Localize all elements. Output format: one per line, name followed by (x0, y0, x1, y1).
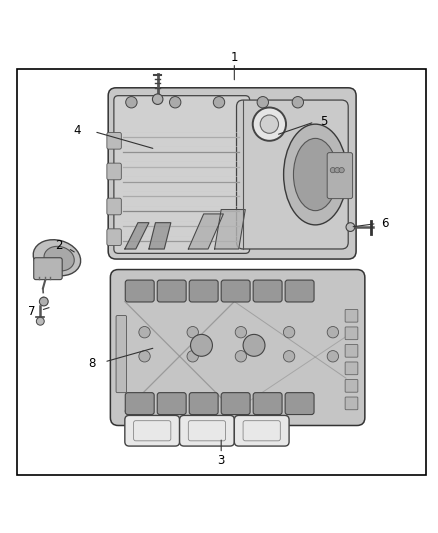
FancyBboxPatch shape (180, 415, 234, 446)
FancyBboxPatch shape (221, 393, 250, 415)
FancyBboxPatch shape (345, 397, 358, 410)
Circle shape (330, 167, 336, 173)
Polygon shape (188, 214, 223, 249)
Ellipse shape (44, 246, 74, 271)
FancyBboxPatch shape (345, 310, 358, 322)
Circle shape (39, 297, 48, 306)
Text: 5: 5 (321, 115, 328, 127)
FancyBboxPatch shape (107, 198, 121, 215)
FancyBboxPatch shape (108, 88, 356, 259)
FancyBboxPatch shape (221, 280, 250, 302)
FancyBboxPatch shape (107, 133, 121, 149)
FancyBboxPatch shape (157, 393, 186, 415)
Circle shape (346, 223, 355, 231)
Text: 1: 1 (230, 51, 238, 63)
Circle shape (170, 96, 181, 108)
FancyBboxPatch shape (345, 379, 358, 392)
Circle shape (235, 351, 247, 362)
Circle shape (257, 96, 268, 108)
Circle shape (253, 108, 286, 141)
FancyBboxPatch shape (234, 415, 289, 446)
Circle shape (187, 327, 198, 338)
Polygon shape (125, 223, 149, 249)
Circle shape (339, 167, 344, 173)
FancyBboxPatch shape (125, 415, 180, 446)
Text: 3: 3 (218, 454, 225, 466)
FancyBboxPatch shape (253, 280, 282, 302)
Polygon shape (149, 223, 171, 249)
Ellipse shape (284, 124, 347, 225)
Text: 4: 4 (73, 124, 81, 137)
Circle shape (139, 327, 150, 338)
FancyBboxPatch shape (110, 270, 365, 425)
Text: 7: 7 (28, 305, 35, 318)
Circle shape (235, 327, 247, 338)
Text: 6: 6 (381, 217, 389, 230)
Circle shape (292, 96, 304, 108)
FancyBboxPatch shape (189, 280, 218, 302)
Circle shape (260, 115, 279, 133)
Circle shape (139, 351, 150, 362)
FancyBboxPatch shape (34, 258, 62, 280)
FancyBboxPatch shape (116, 316, 127, 393)
FancyBboxPatch shape (189, 393, 218, 415)
FancyBboxPatch shape (107, 229, 121, 246)
FancyBboxPatch shape (107, 163, 121, 180)
Circle shape (36, 317, 44, 325)
Circle shape (152, 94, 163, 104)
FancyBboxPatch shape (345, 362, 358, 375)
Circle shape (327, 327, 339, 338)
Circle shape (335, 167, 340, 173)
Circle shape (243, 334, 265, 356)
FancyBboxPatch shape (327, 152, 353, 199)
FancyBboxPatch shape (285, 280, 314, 302)
FancyBboxPatch shape (237, 100, 348, 249)
FancyBboxPatch shape (157, 280, 186, 302)
FancyBboxPatch shape (345, 344, 358, 357)
Circle shape (213, 96, 225, 108)
FancyBboxPatch shape (125, 280, 154, 302)
Circle shape (283, 351, 295, 362)
FancyBboxPatch shape (285, 393, 314, 415)
Circle shape (126, 96, 137, 108)
FancyBboxPatch shape (125, 393, 154, 415)
Circle shape (283, 327, 295, 338)
FancyBboxPatch shape (253, 393, 282, 415)
FancyBboxPatch shape (114, 96, 250, 253)
Ellipse shape (33, 240, 81, 276)
Circle shape (327, 351, 339, 362)
Text: 8: 8 (88, 357, 95, 370)
Circle shape (187, 351, 198, 362)
Text: 2: 2 (55, 239, 63, 252)
Circle shape (191, 334, 212, 356)
FancyBboxPatch shape (345, 327, 358, 340)
Polygon shape (215, 209, 245, 249)
Ellipse shape (293, 139, 337, 211)
